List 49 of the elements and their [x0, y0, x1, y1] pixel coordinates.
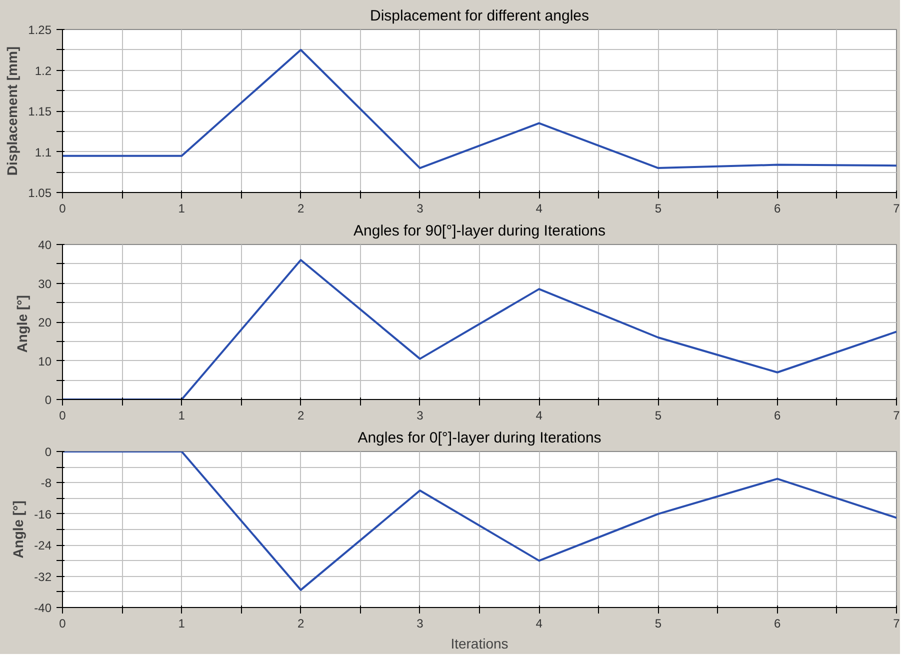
y-tick-label: 0: [44, 393, 52, 407]
x-tick-label: 7: [893, 616, 900, 630]
y-axis-title: Angle [°]: [10, 500, 26, 558]
y-axis-title: Angle [°]: [14, 295, 30, 353]
y-tick-label: 1.2: [34, 64, 52, 78]
x-tick-label: 1: [178, 616, 186, 630]
y-tick-label: 1.1: [34, 145, 52, 160]
line-series: [62, 48, 896, 170]
x-tick-label: 5: [654, 616, 662, 630]
x-tick-label: 0: [59, 616, 66, 630]
line-series: [62, 452, 896, 591]
chart-title: Angles for 0[°]-layer during Iterations: [358, 430, 602, 446]
y-tick-label: -16: [34, 507, 52, 522]
x-tick-label: 6: [774, 202, 782, 216]
x-tick-label: 7: [893, 202, 900, 216]
y-tick-label: 20: [38, 316, 52, 330]
x-tick-label: 4: [536, 616, 543, 630]
x-tick-label: 1: [178, 202, 186, 216]
x-tick-label: 3: [416, 202, 424, 216]
x-tick-label: 5: [654, 202, 662, 216]
x-tick-label: 2: [297, 616, 304, 630]
y-tick-label: 1.05: [28, 186, 52, 200]
x-tick-label: 4: [536, 408, 543, 422]
chart-title: Angles for 90[°]-layer during Iterations: [354, 222, 606, 240]
x-tick-label: 0: [59, 408, 66, 422]
x-tick-label: 0: [59, 202, 66, 216]
y-tick-label: 10: [38, 354, 52, 368]
x-tick-label: 5: [654, 408, 662, 422]
y-tick-label: -8: [40, 476, 52, 490]
y-tick-label: 1.25: [28, 23, 52, 37]
x-tick-label: 4: [536, 202, 543, 216]
x-tick-label: 1: [178, 408, 186, 422]
x-tick-label: 3: [416, 616, 424, 630]
chart-title: Displacement for different angles: [370, 8, 590, 24]
x-tick-label: 2: [297, 408, 304, 422]
x-tick-label: 2: [297, 202, 304, 216]
x-tick-label: 6: [774, 616, 782, 630]
y-tick-label: 40: [38, 238, 52, 252]
y-tick-label: -24: [34, 538, 52, 553]
x-tick-label: 7: [893, 408, 900, 422]
x-axis-title: Iterations: [450, 636, 508, 652]
x-tick-label: 3: [416, 408, 424, 422]
y-tick-label: 1.15: [28, 104, 52, 118]
y-axis-title: Displacement [mm]: [4, 46, 20, 176]
y-tick-label: -32: [34, 570, 52, 584]
y-tick-label: 30: [38, 276, 52, 291]
x-tick-label: 6: [774, 408, 782, 422]
y-tick-label: 0: [44, 445, 52, 459]
y-tick-label: -40: [34, 601, 52, 615]
